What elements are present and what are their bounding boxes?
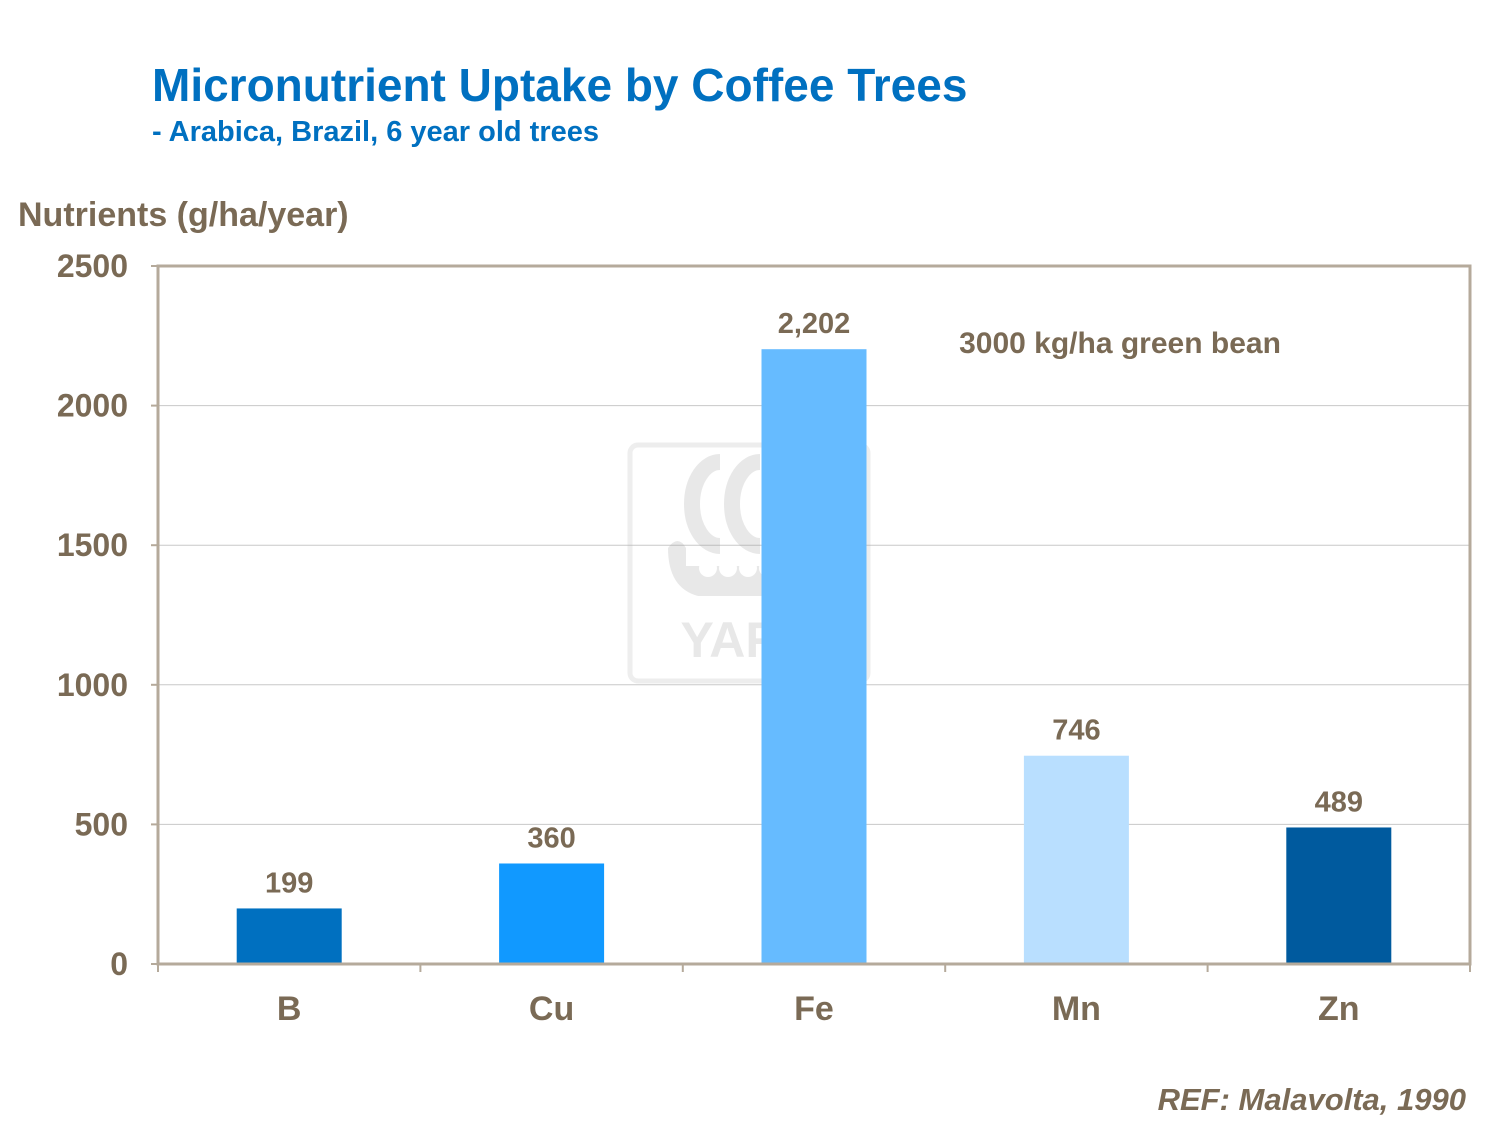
y-tick-label: 2500 <box>57 248 128 284</box>
bar-cu <box>499 863 605 964</box>
x-tick-label-cu: Cu <box>529 990 574 1028</box>
y-tick-label: 1000 <box>57 667 128 703</box>
plot-area-border <box>156 264 1472 966</box>
bar-mn <box>1023 755 1129 964</box>
x-tick-label-b: B <box>277 990 302 1028</box>
labels: 0 500 1000 1500 2000 2500 199 B 360 Cu 2,202 Fe 746 M… <box>57 248 1363 1028</box>
data-label-b: 199 <box>265 867 313 899</box>
data-label-mn: 746 <box>1052 715 1100 747</box>
y-tick-label: 1500 <box>57 527 128 563</box>
chart-title: Micronutrient Uptake by Coffee Trees <box>152 59 968 111</box>
bar-b <box>236 908 342 964</box>
data-label-cu: 360 <box>527 822 575 854</box>
y-axis-label: Nutrients (g/ha/year) <box>18 196 349 234</box>
bar-zn <box>1286 827 1392 964</box>
chart-subtitle: - Arabica, Brazil, 6 year old trees <box>152 116 600 148</box>
y-tick-label: 0 <box>110 946 128 982</box>
chart-annotation: 3000 kg/ha green bean <box>959 327 1281 360</box>
y-tick-label: 500 <box>75 806 128 842</box>
x-tick-label-mn: Mn <box>1052 990 1101 1028</box>
axes <box>151 264 1472 972</box>
reference-note: REF: Malavolta, 1990 <box>1157 1082 1466 1117</box>
x-tick-label-zn: Zn <box>1318 990 1360 1028</box>
bars <box>236 349 1392 964</box>
x-tick-label-fe: Fe <box>794 990 834 1028</box>
data-label-fe: 2,202 <box>778 308 851 340</box>
bar-fe <box>761 349 867 964</box>
data-label-zn: 489 <box>1315 786 1363 818</box>
y-tick-label: 2000 <box>57 388 128 424</box>
